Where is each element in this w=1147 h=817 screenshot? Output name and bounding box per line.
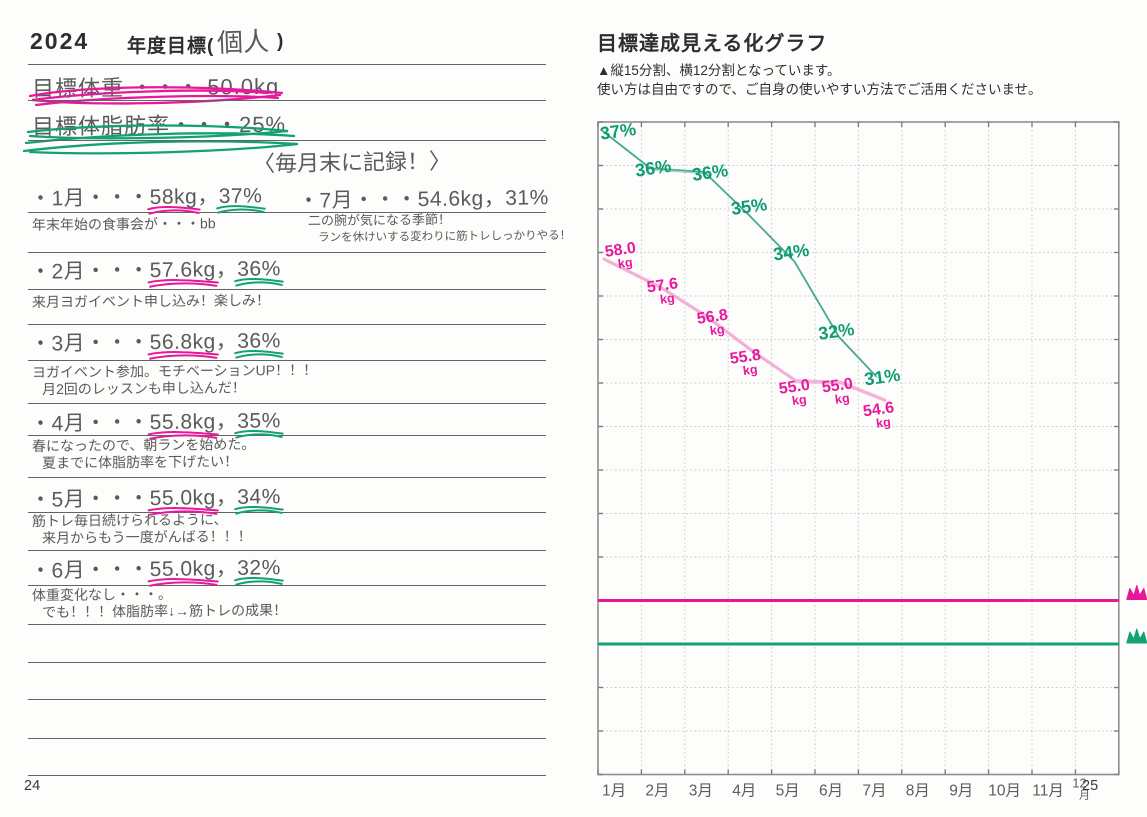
entry-values-5: ・5月・・・55.0kg ，34% (30, 480, 281, 513)
month-label-12: 12 月 (1072, 776, 1090, 802)
body-fat-point-label: 32% (817, 319, 855, 344)
ruled-line (28, 212, 546, 213)
grid-lines (598, 122, 1119, 775)
entry-values-3: ・3月・・・56.8kg ，36% (30, 324, 281, 357)
crown-icon-body-fat-goal (1126, 628, 1147, 644)
month-label-8: 8月 (906, 783, 930, 800)
weight-line-sketch (605, 259, 887, 403)
ruled-line (28, 100, 546, 101)
bodyfat-value: 32% (237, 556, 281, 581)
weight-point-label: 55.0kg (778, 377, 813, 410)
form-title-suffix: ) (277, 31, 284, 52)
weight-value: 55.0kg (150, 486, 216, 511)
month-labels: 1月 2月 3月 4月 5月 6月 7月 8月 9月 10月 11月 12 月 (602, 776, 1090, 802)
ruled-line (28, 435, 546, 436)
month-label-2: 2月 (645, 783, 669, 800)
month-label-4: 4月 (732, 783, 756, 800)
body-fat-point-label: 35% (730, 194, 768, 219)
body-fat-point-label: 37% (599, 119, 637, 144)
weight-value: 57.6kg (150, 258, 216, 283)
scribble-underline-green (234, 349, 284, 361)
entry-values-4: ・4月・・・55.8kg ，35% (30, 404, 281, 437)
weight-value: 58kg (150, 185, 198, 210)
scribble-underline-green (216, 204, 266, 216)
weight-value: 56.8kg (150, 330, 216, 355)
entry-values-2: ・2月・・・57.6kg ，36% (30, 252, 281, 285)
month-label-5: 5月 (776, 783, 800, 800)
goal-visualization-chart: 37%36% 36%35%34%32%31%58.0kg57.6kg56.8kg5… (597, 119, 1147, 802)
month-label-6: 6月 (819, 783, 843, 800)
scribble-underline-pink (147, 350, 219, 362)
page-number-left: 24 (24, 778, 41, 794)
weight-point-label: 57.6kg (646, 275, 681, 308)
ruled-line (28, 477, 546, 478)
ruled-line (28, 403, 546, 404)
ruled-line (28, 550, 546, 551)
weight-value: 55.8kg (150, 410, 216, 435)
month-label-7: 7月 (862, 783, 886, 800)
scribble-underline-pink (147, 577, 219, 589)
body-fat-point-label: 34% (772, 240, 810, 265)
ruled-line (28, 699, 546, 700)
weight-point-label: 55.0kg (821, 375, 856, 408)
ruled-line (28, 140, 546, 141)
page-number-right: 25 (1082, 778, 1099, 794)
month-label-9: 9月 (949, 783, 973, 800)
usage-note-line-1: ▲縦15分割、横12分割となっています。 (597, 63, 841, 78)
month-label-3: 3月 (689, 783, 713, 800)
series-body-fat: 37%36% 36%35%34%32%31% (599, 119, 902, 390)
bodyfat-value: 34% (237, 485, 281, 510)
body-fat-point-label: 36% (634, 156, 672, 181)
crown-icon-weight-goal (1126, 585, 1147, 600)
entry-values-6: ・6月・・・55.0kg ，32% (30, 551, 281, 584)
bodyfat-value: 35% (237, 409, 281, 434)
graph-usage-note: ▲縦15分割、横12分割となっています。 使い方は自由ですので、ご自身の使いやす… (597, 62, 1042, 99)
month-label-1: 1月 (602, 783, 626, 800)
ruled-line (28, 624, 546, 625)
ruled-line (28, 738, 546, 739)
body-fat-point-label: 31% (863, 365, 901, 390)
ruled-line (28, 512, 546, 513)
bodyfat-value: 36% (237, 329, 281, 354)
weight-point-label: 58.0kg (604, 240, 639, 273)
month-label-11: 11月 (1032, 783, 1064, 800)
scribble-underline-pink (147, 278, 219, 290)
body-fat-point-label: 36% (691, 160, 729, 185)
scribble-underline-green (234, 277, 284, 289)
body-fat-line-sketch (603, 132, 878, 379)
year-label: 2024 (30, 28, 90, 54)
weight-point-label: 56.8kg (696, 307, 731, 340)
ruled-line (28, 289, 546, 290)
bodyfat-value: 36% (237, 257, 281, 282)
ruled-line (28, 775, 546, 776)
scribble-underline-pink (147, 506, 219, 518)
scribble-underline-green (234, 429, 284, 441)
form-title-prefix: 年度目標( (127, 36, 215, 57)
bodyfat-value: 37% (219, 184, 263, 209)
ruled-line (28, 64, 546, 65)
entry-values-1: ・1月・・・58kg ，37% (30, 179, 263, 212)
ruled-line (28, 585, 546, 586)
usage-note-line-2: 使い方は自由ですので、ご自身の使いやすい方法でご活用くださいませ。 (597, 81, 1042, 97)
ruled-line (28, 360, 546, 361)
month-label-10: 10月 (988, 783, 1021, 800)
graph-page-title: 目標達成見える化グラフ (597, 33, 828, 55)
ruled-line (28, 662, 546, 663)
ruled-line (28, 324, 546, 325)
scribble-underline-green (234, 505, 284, 517)
ruled-line (28, 252, 546, 253)
goal-bodyfat-scribble-underline (22, 124, 299, 155)
weight-value: 55.0kg (150, 557, 216, 582)
series-weight: 58.0kg57.6kg56.8kg55.8kg55.0kg55.0kg54.6… (602, 240, 897, 432)
scribble-underline-green (234, 576, 284, 588)
weight-point-label: 54.6kg (862, 399, 897, 432)
weight-point-label: 55.8kg (729, 347, 764, 380)
scribble-underline-pink (147, 205, 201, 217)
scribble-underline-pink (147, 430, 219, 442)
